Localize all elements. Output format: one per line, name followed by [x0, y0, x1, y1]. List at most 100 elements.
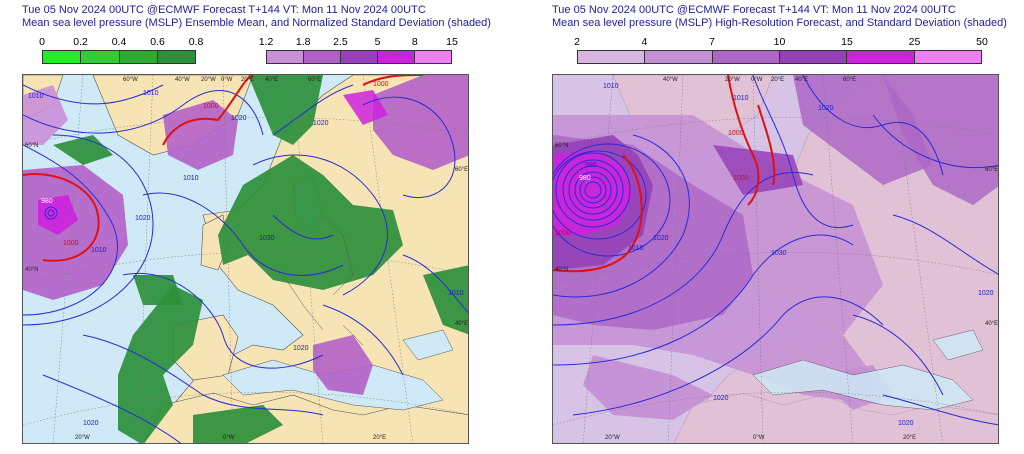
colorbar-tick: 25 [908, 36, 921, 48]
isobar-label-red: 1000 [203, 103, 219, 110]
shade-green-5 [423, 265, 468, 335]
low-center-marker [44, 206, 58, 220]
lat-label-right: 40°E [985, 321, 999, 327]
shade-level-5 [553, 150, 633, 235]
shade-green-4 [133, 275, 183, 305]
lon-label: 0°W [751, 77, 763, 83]
lat-label: 60°N [555, 143, 569, 149]
colorbar-tick: 1.8 [295, 36, 311, 48]
isobar-label-red: 1000 [728, 130, 744, 137]
panel-title: Tue 05 Nov 2024 00UTC @ECMWF Forecast T+… [552, 4, 1007, 30]
colorbar-green: 0 0.2 0.4 0.6 0.8 [39, 36, 203, 64]
lon-label: 40°W [663, 77, 678, 83]
map-svg [553, 75, 998, 443]
colorbar-swatch [304, 51, 341, 63]
isobar-label: 1020 [135, 215, 151, 222]
colorbar-tick: 0.4 [111, 36, 127, 48]
colorbar-tick: 0.8 [188, 36, 204, 48]
colorbar-swatch [847, 51, 915, 63]
lat-label-right: 60°E [985, 167, 999, 173]
sea-black [932, 329, 984, 361]
isobar-label: 1020 [293, 345, 309, 352]
isobar-label: 1020 [713, 395, 729, 402]
hires-map: 40°W 20°W 0°W 20°E 40°E 60°E 60°N 40°N 6… [552, 74, 999, 444]
colorbar-tick: 7 [709, 36, 715, 48]
isobar-label: 1020 [898, 420, 914, 427]
colorbar-swatch [914, 51, 981, 63]
isobar-label: 1010 [91, 247, 107, 254]
colorbar-swatch [645, 51, 713, 63]
shade-green-1 [248, 75, 323, 145]
colorbar-swatch [712, 51, 780, 63]
isobar-label: 990 [585, 162, 597, 169]
isobar-label-red: 1000 [555, 230, 571, 237]
isobar-label: 1010 [28, 93, 44, 100]
lon-label: 60°W [123, 77, 138, 83]
colorbar-swatches [266, 50, 452, 64]
colorbar-tick: 4 [641, 36, 648, 48]
title-line-2: Mean sea level pressure (MSLP) High-Reso… [552, 17, 1007, 29]
isobar-label: 1010 [628, 245, 644, 252]
shade-purple-core-1 [38, 195, 78, 235]
shade-purple-3 [373, 75, 468, 170]
colorbar-tick: 15 [446, 36, 458, 48]
title-line-2: Mean sea level pressure (MSLP) Ensemble … [22, 17, 491, 29]
lon-label-bottom: 20°E [373, 435, 387, 441]
colorbar-swatch [378, 51, 415, 63]
lat-label: 40°N [555, 267, 569, 273]
colorbar-tick: 8 [411, 36, 418, 48]
lon-label: 40°E [795, 77, 809, 83]
low-center-label: 980 [41, 198, 53, 205]
coastline-details [282, 214, 364, 346]
lon-label: 60°E [308, 77, 322, 83]
isobar-label-red: 1000 [373, 81, 389, 88]
lat-label-right: 40°E [455, 321, 469, 327]
lon-label-bottom: 20°W [75, 435, 90, 441]
lon-label-bottom: 20°W [605, 435, 620, 441]
colorbar-purple: 1.2 1.8 2.5 5 8 15 [259, 36, 458, 64]
isobar-label: 1020 [978, 290, 994, 297]
colorbar-swatch [81, 51, 120, 63]
shade-level-3c [883, 75, 998, 205]
shade-purple-5 [23, 85, 68, 145]
lat-label: 60°N [25, 143, 39, 149]
colorbar-tick: 15 [841, 36, 853, 48]
isobar-label: 1010 [603, 83, 619, 90]
lon-label-bottom: 0°W [223, 435, 235, 441]
lon-label: 0°W [221, 77, 233, 83]
isobars-red [553, 75, 776, 273]
lon-label: 20°W [201, 77, 216, 83]
ensemble-mean-panel: Tue 05 Nov 2024 00UTC @ECMWF Forecast T+… [12, 0, 512, 454]
shade-green-2 [218, 155, 403, 290]
shade-green-6 [193, 405, 283, 443]
isobar-label: 1020 [818, 105, 834, 112]
isobar-label: 1020 [83, 420, 99, 427]
colorbar-swatch [578, 51, 646, 63]
isobar-label: 1010 [183, 175, 199, 182]
ensemble-map: 60°W 40°W 20°W 0°W 20°E 40°E 60°E 60°N 4… [22, 74, 469, 444]
panel-title: Tue 05 Nov 2024 00UTC @ECMWF Forecast T+… [22, 4, 491, 30]
isobar-label: 1020 [231, 115, 247, 122]
isobar-label: 1030 [771, 250, 787, 257]
low-isobars [553, 143, 671, 257]
colorbar-tick: 0.2 [73, 36, 88, 48]
lon-label: 60°E [843, 77, 857, 83]
shade-purple-6 [343, 90, 388, 125]
colorbar-tick: 0.6 [150, 36, 165, 48]
isobars-blue [23, 84, 468, 443]
isobar-label: 980 [579, 175, 591, 182]
colorbar-swatch [119, 51, 158, 63]
high-resolution-panel: Tue 05 Nov 2024 00UTC @ECMWF Forecast T+… [542, 0, 1024, 454]
lon-label: 40°E [265, 77, 279, 83]
colorbar-tick: 50 [976, 36, 988, 48]
isobars-red [23, 75, 424, 262]
colorbar-tick: 10 [773, 36, 786, 48]
colorbar-swatch [43, 51, 82, 63]
lon-label: 20°E [241, 77, 255, 83]
isobar-label: 1030 [259, 235, 275, 242]
isobar-label: 1010 [143, 90, 159, 97]
lon-label: 40°W [175, 77, 190, 83]
shade-green-7 [53, 135, 113, 165]
colorbar-swatch [779, 51, 848, 63]
colorbar-swatch [157, 51, 195, 63]
